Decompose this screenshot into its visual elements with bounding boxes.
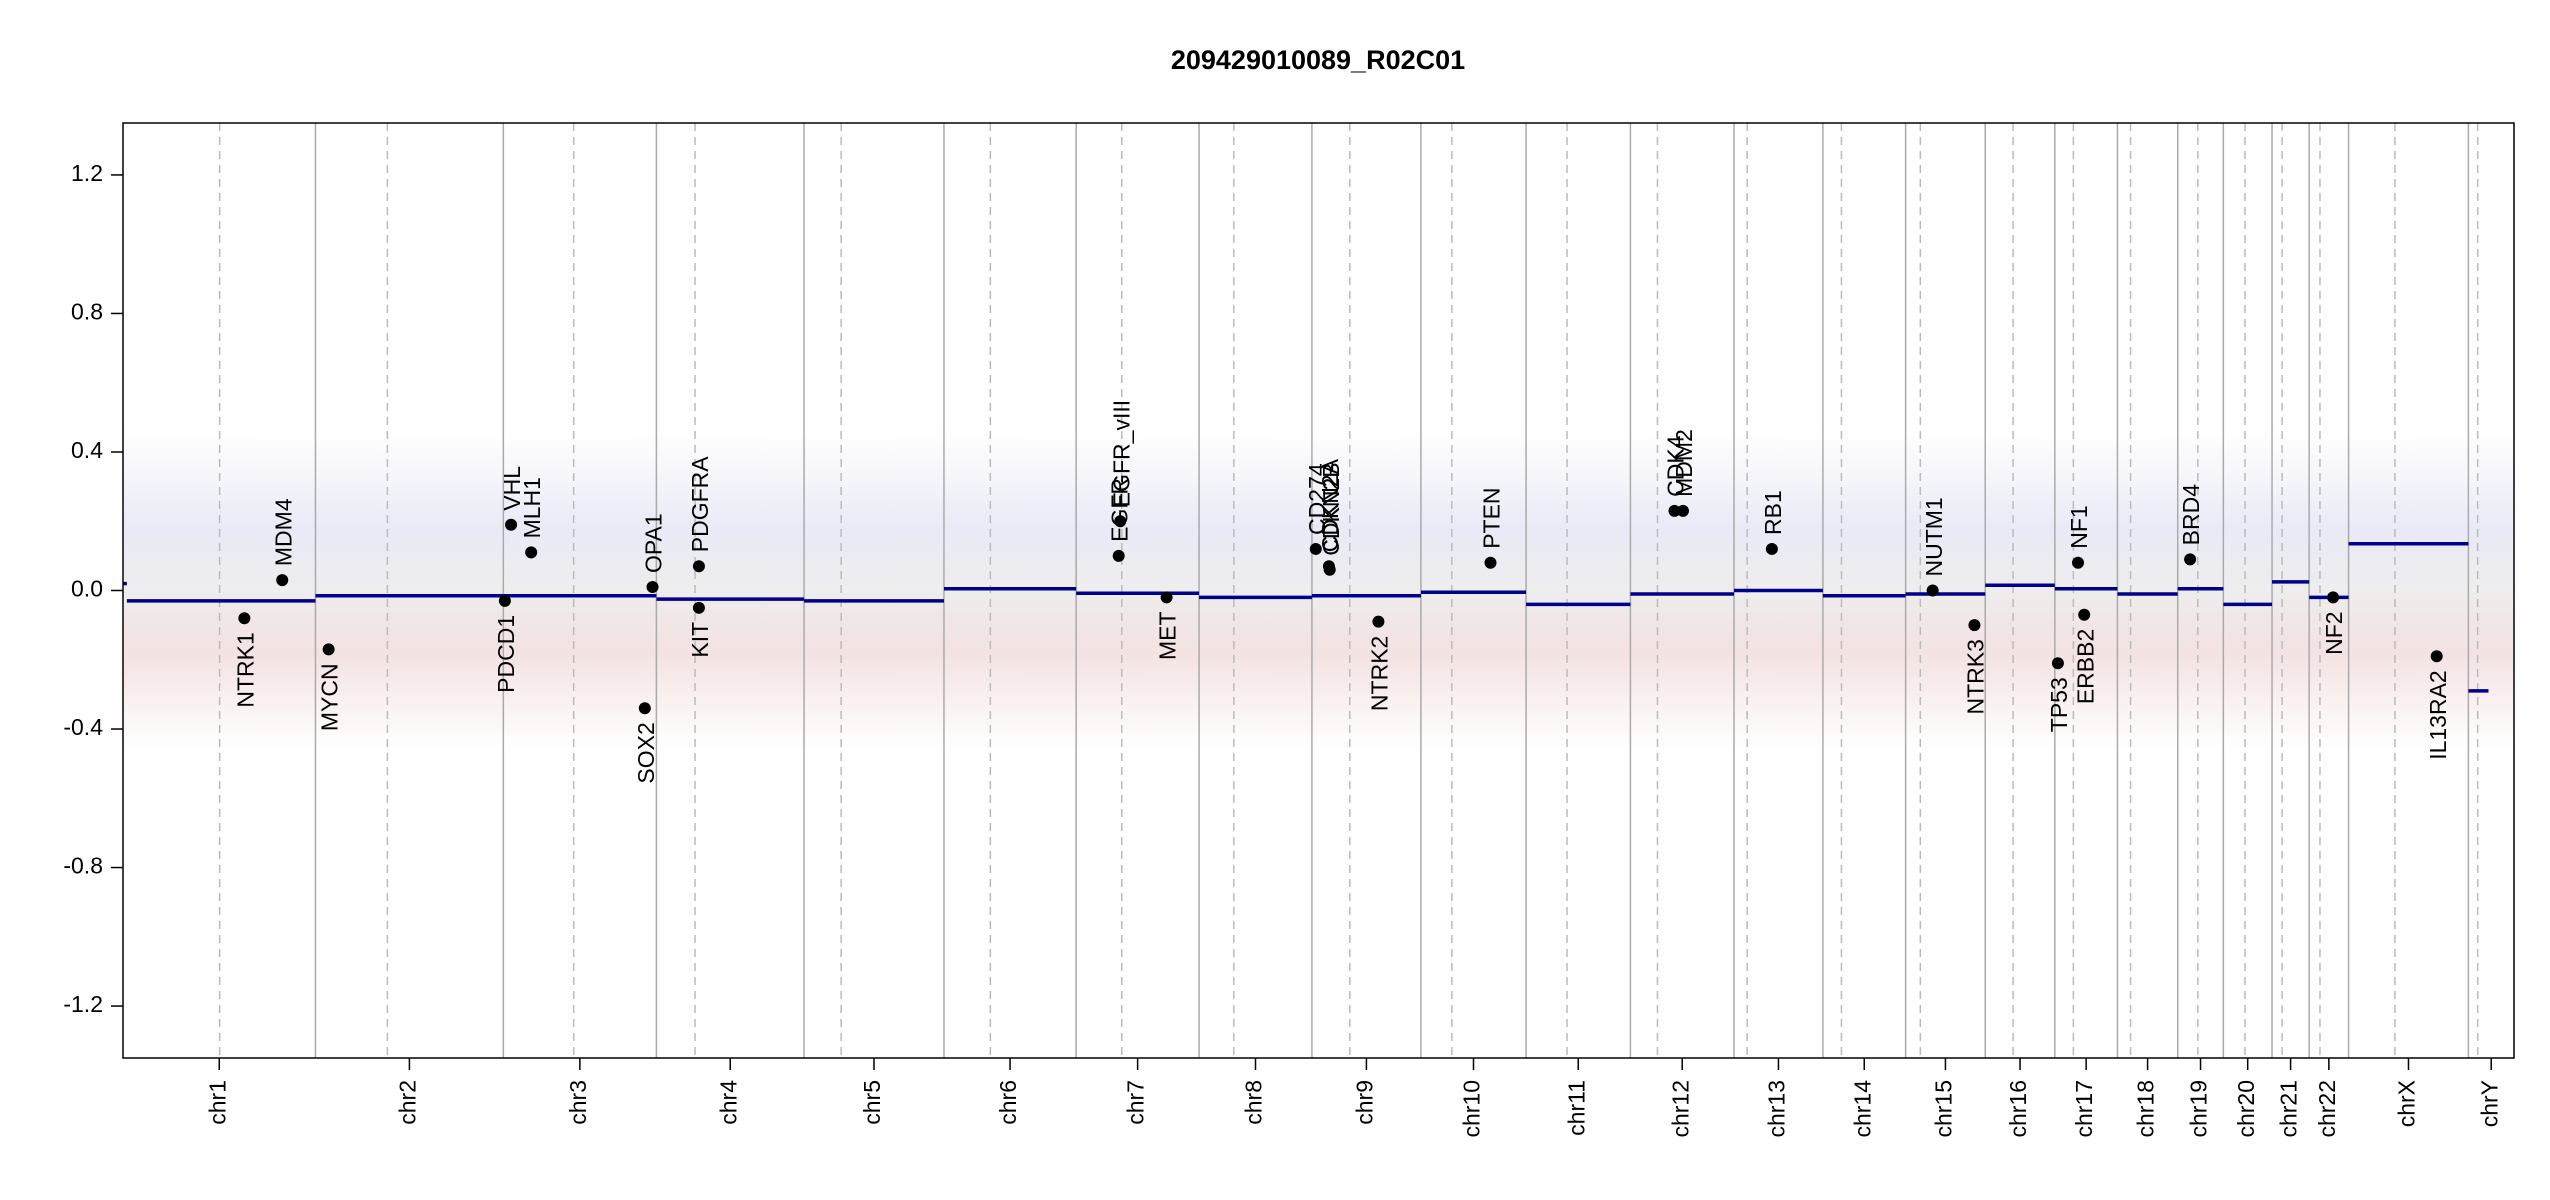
plot-layer: -1.2 -0.8 -0.4 0.0 0.4 0.8 1.2 chr1 chr2 chr3 chr4… — [63, 123, 2502, 1138]
x-tick-label: chrX — [2394, 1080, 2420, 1127]
gene-point — [505, 518, 518, 531]
gene-label: MDM2 — [1671, 429, 1697, 497]
gene-point — [498, 594, 511, 607]
gene-label: PDGFRA — [687, 456, 713, 553]
x-tick-label: chr7 — [1123, 1080, 1149, 1125]
x-tick-label: chr4 — [715, 1080, 741, 1125]
gene-label: MET — [1155, 611, 1181, 660]
x-tick-label: chr2 — [394, 1080, 420, 1125]
gene-label: PTEN — [1479, 487, 1505, 548]
x-tick-label: chr6 — [995, 1080, 1021, 1125]
x-tick-label: chr14 — [1849, 1080, 1875, 1138]
gene-label: CDKN2A — [1317, 458, 1343, 552]
gene-label: SOX2 — [633, 722, 659, 783]
gene-point — [1484, 556, 1497, 569]
gene-label: RB1 — [1760, 490, 1786, 535]
gene-label: MLH1 — [519, 477, 545, 538]
gene-point — [646, 581, 659, 594]
x-tick-label: chr5 — [859, 1080, 885, 1125]
x-tick-label: chr16 — [2005, 1080, 2031, 1138]
x-tick-label: chr13 — [1764, 1080, 1790, 1138]
gene-point — [2430, 650, 2443, 663]
x-tick-label: chr10 — [1459, 1080, 1485, 1138]
gene-label: CDKN2B — [1318, 462, 1344, 555]
x-tick-label: chr17 — [2071, 1080, 2097, 1138]
gene-label: MYCN — [317, 663, 343, 731]
gene-point — [1323, 563, 1336, 576]
gene-label: KIT — [687, 622, 713, 658]
plot-frame — [122, 122, 2515, 1059]
gene-label: PDCD1 — [493, 615, 519, 693]
gene-point — [525, 546, 538, 559]
gene-point — [2078, 608, 2091, 621]
gene-point — [1765, 542, 1778, 555]
y-tick-label: -0.4 — [63, 714, 103, 740]
gene-point — [1668, 504, 1681, 517]
y-tick-label: -1.2 — [63, 991, 103, 1017]
gene-point — [692, 560, 705, 573]
gene-label: CD274 — [1304, 463, 1330, 535]
gene-label: NF1 — [2066, 505, 2092, 548]
x-tick-label: chr11 — [1563, 1080, 1589, 1136]
y-tick-label: 1.2 — [71, 160, 103, 186]
gene-point — [1968, 619, 1981, 632]
gene-point — [238, 612, 251, 625]
gene-point — [638, 702, 651, 715]
gene-label: EGFR_vIII — [1108, 400, 1134, 507]
gene-label: NF2 — [2321, 611, 2347, 654]
x-tick-label: chr8 — [1241, 1080, 1267, 1125]
gene-point — [1926, 584, 1939, 597]
gene-point — [1309, 542, 1322, 555]
gene-point — [1114, 515, 1127, 528]
gene-point — [1112, 549, 1125, 562]
x-tick-label: chrY — [2476, 1080, 2502, 1127]
gene-point — [692, 601, 705, 614]
gene-point — [1676, 504, 1689, 517]
x-tick-label: chr1 — [204, 1080, 230, 1125]
gene-point — [2184, 553, 2197, 566]
x-tick-label: chr9 — [1352, 1080, 1378, 1125]
gene-label: ERBB2 — [2072, 629, 2098, 704]
y-tick-label: 0.8 — [71, 299, 103, 325]
y-tick-label: 0.0 — [71, 576, 103, 602]
y-tick-label: 0.4 — [71, 437, 103, 463]
gene-label: NUTM1 — [1921, 497, 1947, 576]
gene-label: TP53 — [2046, 677, 2072, 732]
x-tick-label: chr12 — [1667, 1080, 1693, 1138]
x-tick-label: chr20 — [2233, 1080, 2259, 1138]
gene-label: MDM4 — [270, 498, 296, 566]
chart-title: 209429010089_R02C01 — [1171, 45, 1465, 75]
gene-label: IL13RA2 — [2425, 670, 2451, 760]
gene-label: NTRK3 — [1962, 639, 1988, 714]
gene-label: VHL — [499, 466, 525, 511]
x-tick-label: chr15 — [1931, 1080, 1957, 1138]
gene-label: OPA1 — [641, 513, 667, 573]
gene-point — [1160, 591, 1173, 604]
x-tick-label: chr22 — [2314, 1080, 2340, 1138]
gene-label: BRD4 — [2178, 484, 2204, 546]
x-tick-label: chr21 — [2276, 1080, 2302, 1138]
gene-point — [2051, 657, 2064, 670]
x-tick-label: chr19 — [2186, 1080, 2212, 1138]
gene-label: NTRK2 — [1366, 636, 1392, 711]
gene-point — [2072, 556, 2085, 569]
gene-label: EGFR — [1107, 478, 1133, 542]
gene-point — [322, 643, 335, 656]
x-tick-label: chr3 — [565, 1080, 591, 1125]
gene-label: CDK4 — [1663, 435, 1689, 497]
x-tick-label: chr18 — [2133, 1080, 2159, 1138]
gene-point — [2327, 591, 2340, 604]
gene-point — [1372, 615, 1385, 628]
gene-label: NTRK1 — [232, 632, 258, 707]
y-tick-label: -0.8 — [63, 853, 103, 879]
gene-point — [276, 574, 289, 587]
